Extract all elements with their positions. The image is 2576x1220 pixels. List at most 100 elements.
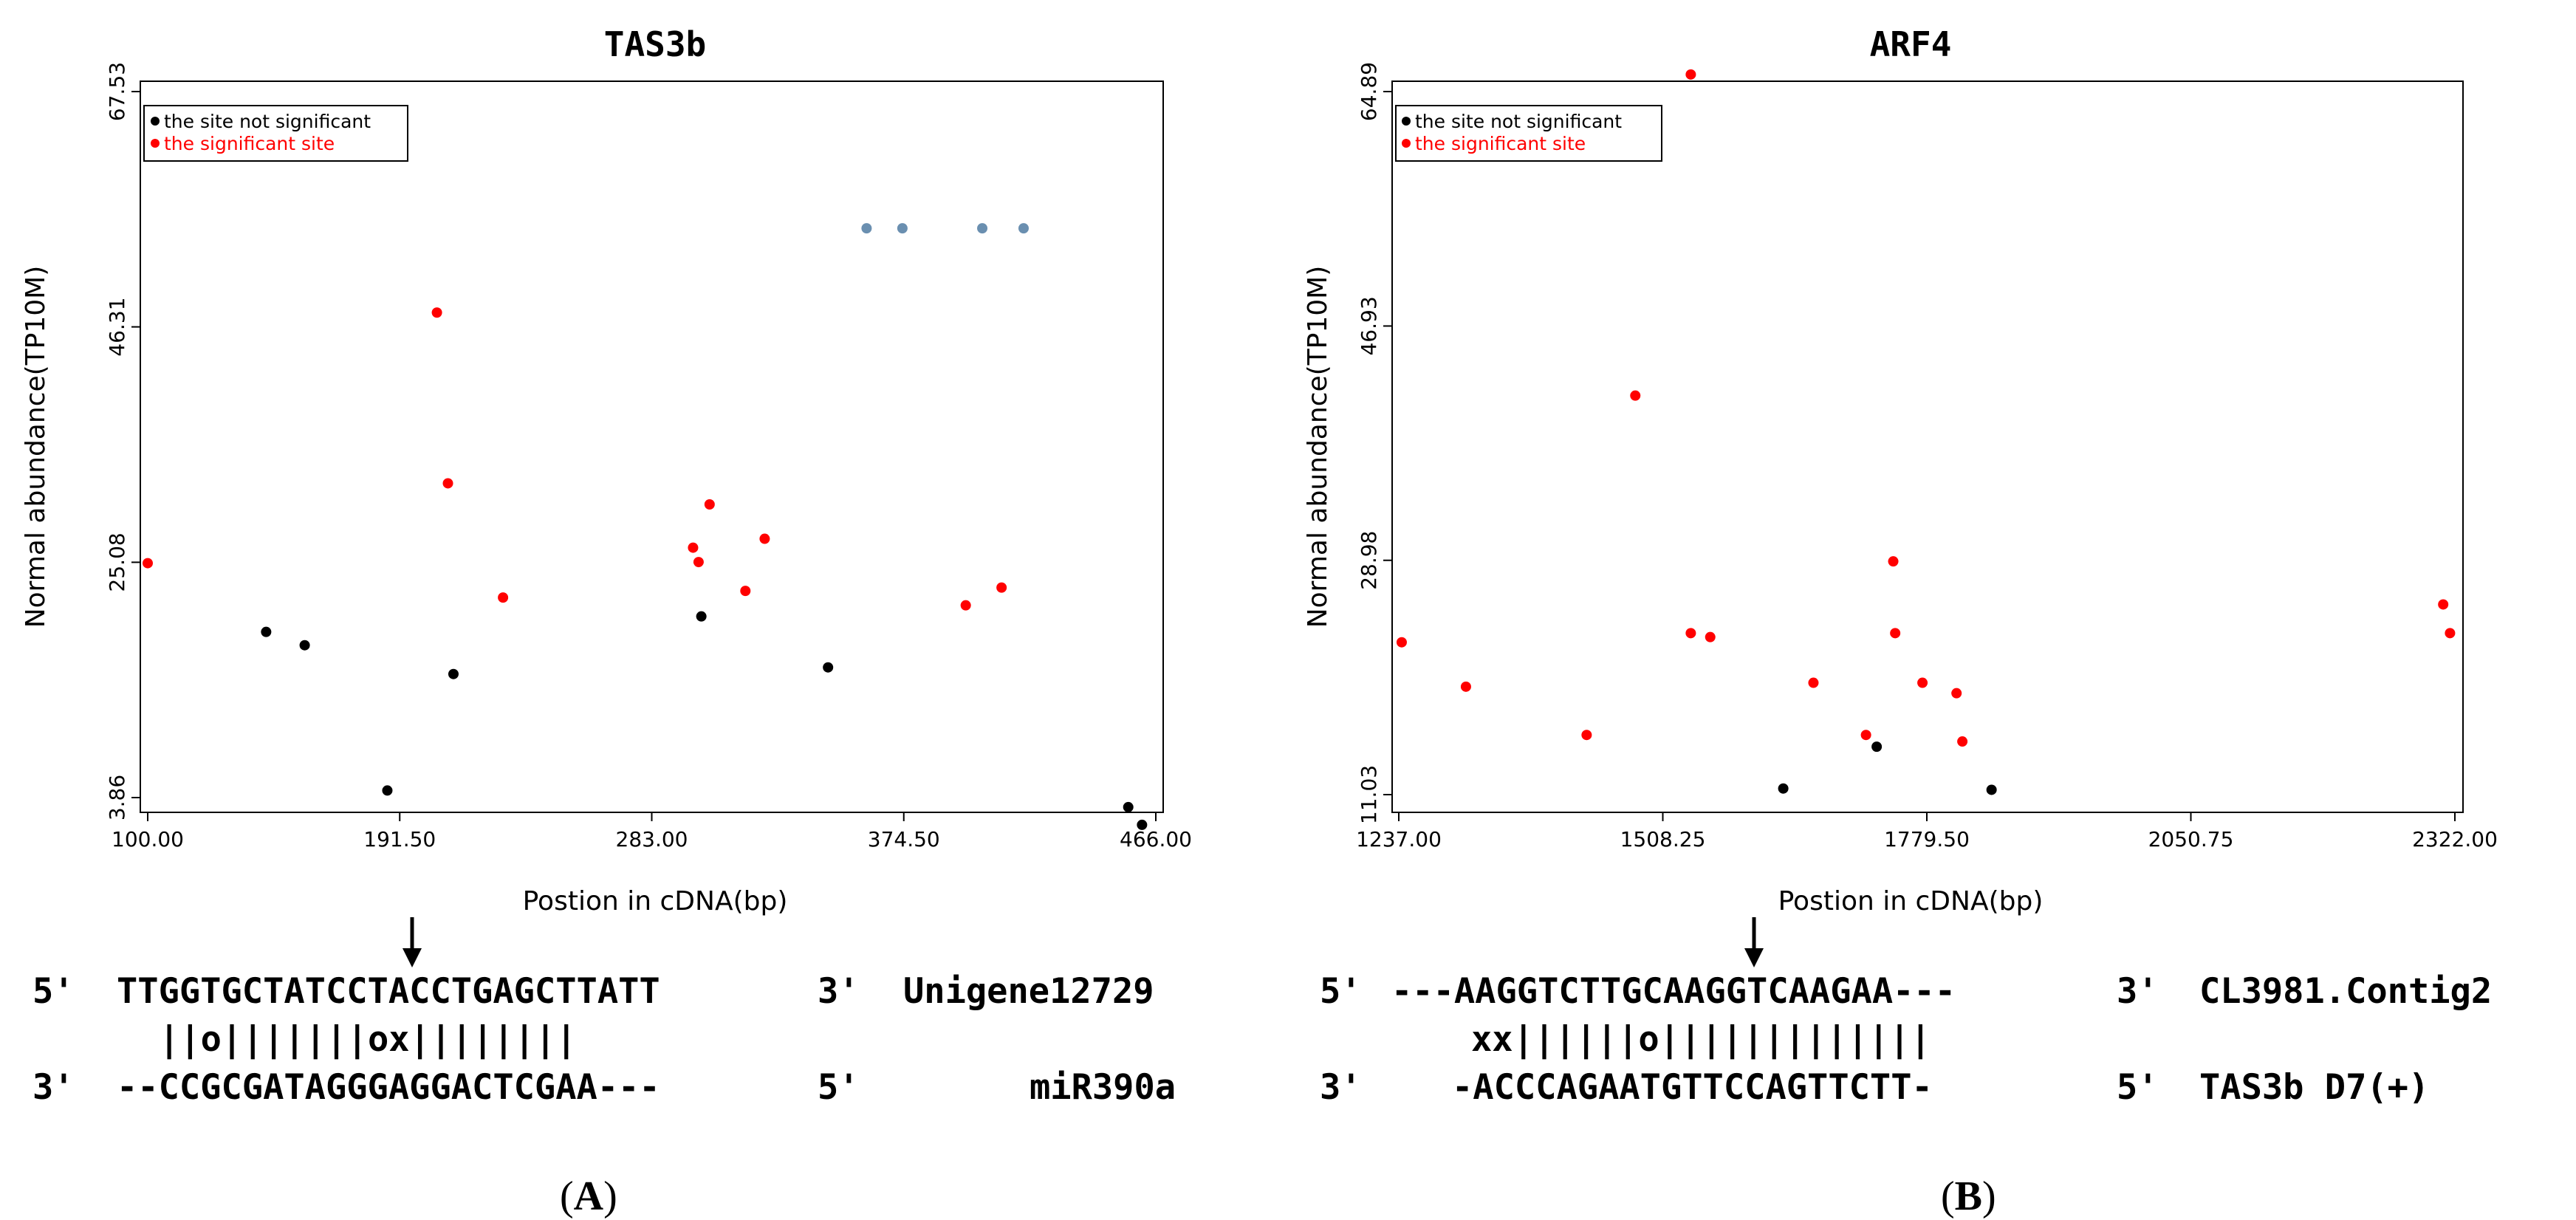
x-tick-label: 466.00 [1120, 827, 1192, 851]
data-point [1630, 390, 1641, 401]
data-point [1581, 730, 1592, 741]
seq-bottom-3prime: 3' [1320, 1067, 1362, 1108]
alignment-b: 5' ---AAGGTCTTGCAAGGTCAAGAA--- 3' CL3981… [1288, 916, 2576, 1137]
chart-tas3b: TAS3b 100.00 191.50 283.00 374.50 466.00 3.8… [21, 24, 1192, 916]
data-point [1018, 223, 1029, 234]
legend-label-significant: the significant site [164, 133, 335, 154]
legend-marker-not-significant [1402, 117, 1411, 126]
data-point [1957, 736, 1968, 747]
y-axis: 3.86 25.08 46.31 67.53 [105, 62, 140, 820]
seq-bottom-5prime: 5' [818, 1067, 860, 1108]
x-tick-label: 1508.25 [1620, 827, 1706, 851]
y-tick-label: 28.98 [1357, 531, 1381, 590]
alignment-a: 5' TTGGTGCTATCCTACCTGAGCTTATT 3' Unigene… [0, 916, 1288, 1137]
data-point [960, 600, 971, 611]
data-point [448, 668, 459, 679]
legend-box [143, 105, 408, 162]
data-point [1860, 730, 1871, 741]
y-axis: 11.03 28.98 46.93 64.89 [1357, 62, 1392, 824]
x-axis-label: Postion in cDNA(bp) [523, 886, 788, 916]
y-axis-label: Normal abundance(TP10M) [1303, 266, 1333, 628]
legend-label-not-significant: the site not significant [164, 111, 371, 132]
x-tick-label: 2050.75 [2148, 827, 2234, 851]
seq-top-5prime: 5' [32, 971, 75, 1012]
y-tick-label: 67.53 [105, 62, 129, 121]
data-point [1778, 783, 1789, 794]
data-point [1888, 556, 1899, 567]
legend-label-significant: the significant site [1415, 133, 1586, 154]
x-tick-label: 191.50 [363, 827, 436, 851]
data-point [498, 592, 509, 603]
y-tick-label: 11.03 [1357, 765, 1381, 824]
seq-bottom-name: TAS3b D7(+) [2199, 1067, 2430, 1108]
panel-a: TAS3b 100.00 191.50 283.00 374.50 466.00 3.8… [0, 0, 1288, 1219]
data-point [996, 582, 1007, 593]
seq-top-3prime: 3' [818, 971, 860, 1012]
plot-frame [140, 80, 1164, 813]
seq-bottom: --CCGCGATAGGGAGGACTCGAA--- [117, 1067, 660, 1108]
x-axis: 1237.00 1508.25 1779.50 2050.75 2322.00 [1356, 812, 2498, 851]
data-point [2445, 628, 2456, 639]
data-point [1460, 681, 1471, 692]
seq-top: ---AAGGTCTTGCAAGGTCAAGAA--- [1391, 971, 1956, 1012]
data-point [693, 557, 704, 568]
chart-arf4: ARF4 1237.00 1508.25 1779.50 2050.75 2322.00… [1303, 24, 2498, 916]
cleavage-arrow-icon [402, 917, 422, 967]
data-point [740, 586, 751, 597]
data-point [1705, 631, 1716, 642]
x-axis-label: Postion in cDNA(bp) [1778, 886, 2044, 916]
cleavage-arrow-icon [1744, 917, 1764, 967]
legend-marker-not-significant [151, 117, 160, 126]
data-points [143, 223, 1148, 830]
data-point [688, 542, 699, 553]
data-point [1685, 628, 1696, 639]
data-point [431, 307, 442, 318]
data-points [1396, 69, 2456, 795]
data-point [1871, 741, 1883, 753]
legend: the site not significant the significant… [1395, 105, 1662, 162]
panel-label-a: (A) [560, 1173, 617, 1219]
panel-label-b: (B) [1941, 1173, 1996, 1219]
seq-top-3prime: 3' [2117, 971, 2159, 1012]
y-tick-label: 3.86 [105, 775, 129, 820]
legend-marker-significant [1402, 139, 1411, 148]
data-point [861, 223, 872, 234]
y-tick-label: 64.89 [1357, 62, 1381, 121]
seq-bottom-3prime: 3' [32, 1067, 75, 1108]
data-point [299, 640, 310, 651]
seq-bottom: -ACCCAGAATGTTCCAGTTCTT- [1452, 1067, 1933, 1108]
chart-title: TAS3b [604, 24, 706, 64]
data-point [1808, 677, 1819, 688]
y-tick-label: 46.31 [105, 298, 129, 357]
chart-title: ARF4 [1870, 24, 1952, 64]
data-point [2438, 599, 2449, 610]
data-point [1986, 784, 1997, 795]
y-axis-label: Normal abundance(TP10M) [21, 266, 51, 628]
x-tick-label: 2322.00 [2412, 827, 2498, 851]
data-point [823, 662, 834, 673]
seq-bottom-5prime: 5' [2117, 1067, 2159, 1108]
x-tick-label: 100.00 [112, 827, 184, 851]
x-tick-label: 283.00 [616, 827, 688, 851]
x-axis: 100.00 191.50 283.00 374.50 466.00 [112, 812, 1192, 851]
data-point [1137, 819, 1148, 830]
data-point [759, 533, 770, 544]
legend-marker-significant [151, 139, 160, 148]
x-tick-label: 1237.00 [1356, 827, 1442, 851]
data-point [1917, 677, 1928, 688]
legend-label-not-significant: the site not significant [1415, 111, 1622, 132]
x-tick-label: 1779.50 [1884, 827, 1970, 851]
x-tick-label: 374.50 [868, 827, 940, 851]
y-tick-label: 46.93 [1357, 296, 1381, 355]
seq-top: TTGGTGCTATCCTACCTGAGCTTATT [117, 971, 660, 1012]
data-point [1123, 801, 1134, 812]
data-point [696, 611, 707, 622]
panel-b: ARF4 1237.00 1508.25 1779.50 2050.75 2322.00… [1288, 0, 2576, 1219]
data-point [1396, 637, 1407, 648]
data-point [704, 499, 715, 510]
data-point [1951, 688, 1962, 699]
data-point [143, 558, 153, 569]
data-point [442, 478, 453, 489]
data-point [977, 223, 988, 234]
match-line: xx||||||o||||||||||||| [1471, 1019, 1931, 1060]
